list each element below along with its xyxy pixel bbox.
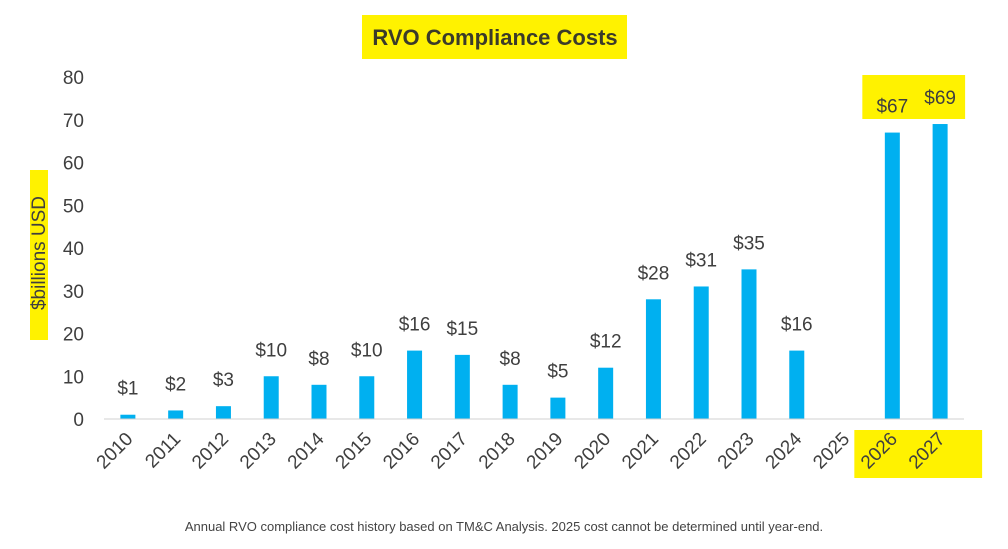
y-axis-label: $billions USD (29, 196, 50, 310)
x-tick-label-2024: 2024 (762, 428, 807, 473)
x-tick-label-2013: 2013 (236, 429, 281, 474)
bar-2021 (645, 299, 661, 419)
x-tick-label-2012: 2012 (188, 429, 233, 474)
bar-2017 (454, 354, 470, 419)
bar-2027 (932, 124, 948, 420)
bar-2020 (598, 367, 614, 419)
data-label-2023: $35 (733, 233, 765, 254)
bar-2018 (502, 384, 518, 419)
title-highlight (362, 15, 627, 59)
xtick-2026-2027-highlight (854, 430, 983, 478)
x-tick-label-2022: 2022 (666, 429, 711, 474)
bar-2022 (693, 286, 709, 419)
highlights (30, 15, 983, 478)
bar-2023 (741, 269, 757, 419)
data-label-2017: $15 (446, 319, 478, 340)
y-tick-label: 60 (63, 154, 84, 175)
bar-2014 (311, 384, 327, 419)
y-tick-label: 10 (63, 367, 84, 388)
bar-2011 (168, 410, 184, 419)
data-label-2018: $8 (500, 349, 521, 370)
x-tick-label-2019: 2019 (523, 429, 568, 474)
bar-2016 (407, 350, 423, 419)
x-tick-label-2020: 2020 (570, 429, 615, 474)
data-label-2012: $3 (213, 370, 234, 391)
y-tick-label: 40 (63, 239, 84, 260)
data-label-2024: $16 (781, 315, 813, 336)
x-tick-label-2015: 2015 (332, 429, 377, 474)
y-tick-label: 30 (63, 282, 84, 303)
x-tick-label-2014: 2014 (284, 428, 329, 473)
ylabel-highlight (30, 170, 48, 340)
bar-2019 (550, 397, 566, 419)
x-tick-label-2010: 2010 (93, 429, 138, 474)
footnote: Annual RVO compliance cost history based… (184, 519, 824, 534)
bar-2010 (120, 414, 136, 419)
data-label-2019: $5 (547, 362, 568, 383)
label-2026-2027-highlight (862, 75, 966, 119)
y-tick-label: 70 (63, 111, 84, 132)
bar-2012 (215, 406, 231, 419)
x-tick-label-2016: 2016 (379, 429, 424, 474)
data-label-2026: $67 (876, 97, 908, 118)
bars (120, 124, 948, 420)
y-tick-label: 0 (73, 410, 84, 431)
bar-2015 (359, 376, 375, 419)
x-tick-label-2023: 2023 (714, 429, 759, 474)
data-label-2011: $2 (165, 374, 186, 395)
data-label-2013: $10 (255, 340, 287, 361)
y-tick-label: 20 (63, 325, 84, 346)
y-axis-ticks: 0 10 20 30 40 50 60 70 80 (63, 68, 84, 431)
data-label-2020: $12 (590, 332, 622, 353)
y-tick-label: 80 (63, 68, 84, 89)
data-label-2010: $1 (117, 379, 138, 400)
bar-2026 (884, 132, 900, 419)
bar-2024 (789, 350, 805, 419)
bar-2013 (263, 376, 279, 419)
x-tick-label-2011: 2011 (141, 429, 185, 473)
x-tick-label-2025: 2025 (809, 429, 854, 474)
chart-title: RVO Compliance Costs (372, 25, 617, 50)
x-tick-label-2021: 2021 (618, 429, 663, 474)
data-label-2015: $10 (351, 340, 383, 361)
data-label-2016: $16 (399, 315, 431, 336)
data-labels: $1 $2 $3 $10 $8 $10 $16 $15 $8 $5 $12 $28 $31 $35 $16 $… (117, 88, 956, 400)
data-label-2027: $69 (924, 88, 956, 109)
y-tick-label: 50 (63, 196, 84, 217)
x-tick-label-2017: 2017 (427, 429, 472, 474)
x-axis-ticks: 2010 2011 2012 2013 2014 2015 2016 2017 2018 2019… (93, 428, 950, 473)
data-label-2022: $31 (685, 250, 717, 271)
data-label-2021: $28 (638, 263, 670, 284)
data-label-2014: $8 (308, 349, 329, 370)
x-tick-label-2018: 2018 (475, 429, 520, 474)
